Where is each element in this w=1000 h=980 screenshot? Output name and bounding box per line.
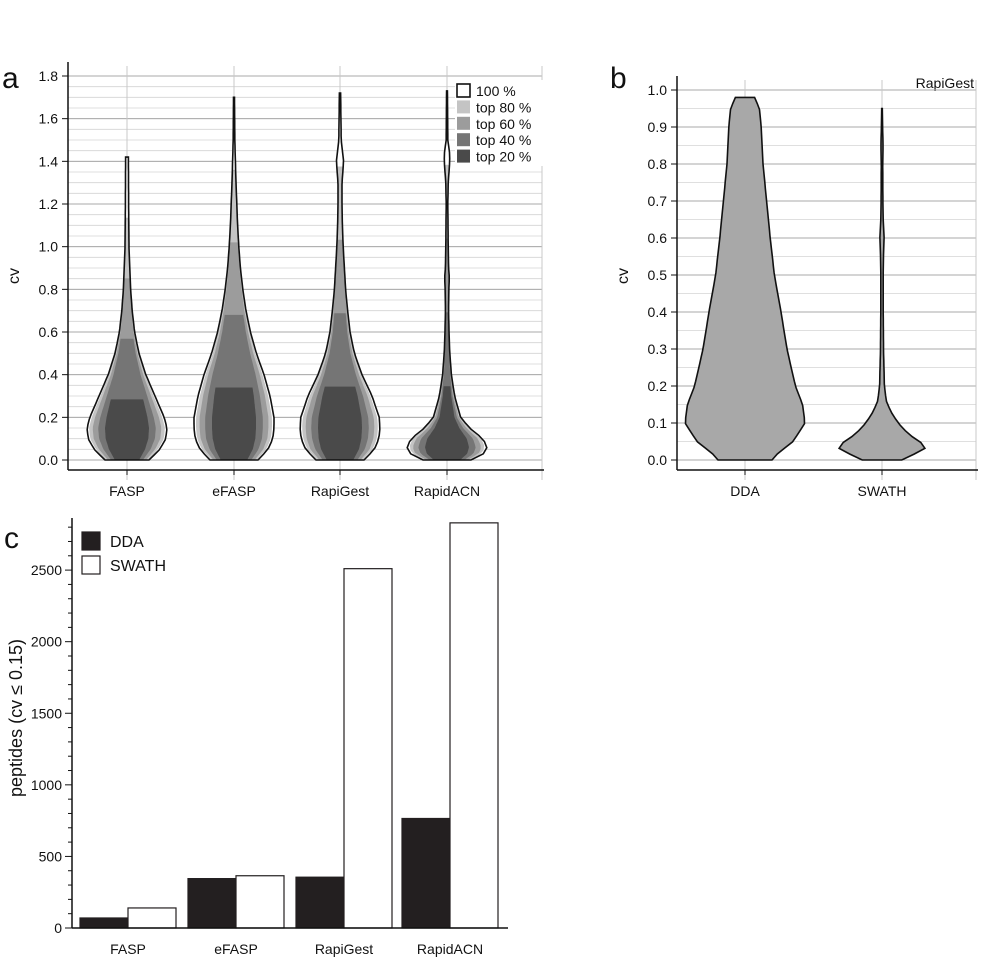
legend-swatch	[457, 149, 470, 163]
y-tick-label: 1000	[31, 777, 62, 793]
y-tick-label: 0.4	[648, 304, 668, 320]
y-tick-label: 0.6	[39, 324, 59, 340]
y-tick-label: 0.4	[39, 367, 59, 383]
legend-label: top 20 %	[476, 149, 531, 165]
y-tick-label: 0.9	[648, 119, 668, 135]
legend-label: top 60 %	[476, 116, 531, 132]
violin-layer	[425, 386, 469, 460]
y-tick-label: 0.5	[648, 267, 668, 283]
violin-layer	[318, 386, 362, 460]
y-tick-label: 0.1	[648, 415, 668, 431]
violin-dda	[684, 96, 806, 461]
bar-swath-rapidacn	[449, 522, 499, 929]
bar-dda-rapigest	[295, 876, 345, 929]
violin-outline	[837, 107, 927, 461]
x-tick-label: FASP	[109, 483, 145, 499]
y-tick-label: 1.2	[39, 196, 59, 212]
legend-label: SWATH	[110, 558, 166, 575]
legend-label: top 40 %	[476, 132, 531, 148]
violin-outline	[684, 96, 806, 461]
y-tick-label: 1.4	[39, 153, 59, 169]
bar-dda-rapidacn	[401, 817, 451, 929]
panel-a-violin-chart: a cv FASP eFASP RapiGest RapidACN 0.0 0.2 0.4 0…	[2, 62, 547, 499]
y-tick-label: 0.3	[648, 341, 668, 357]
violin-outline	[406, 90, 488, 461]
x-tick-label: RapidACN	[414, 483, 480, 499]
violin-rapidacn	[406, 90, 488, 461]
violin-layer	[212, 387, 256, 460]
bar-dda-efasp	[187, 878, 237, 929]
panel-a-legend: 100 %top 80 %top 60 %top 40 %top 20 %	[455, 80, 547, 166]
x-tick-label: SWATH	[858, 483, 907, 499]
y-tick-label: 0.8	[39, 281, 59, 297]
panel-c-legend: DDA SWATH	[81, 531, 166, 575]
legend-swatch	[81, 531, 101, 551]
panel-c-y-axis-label: peptides (cv ≤ 0.15)	[6, 639, 26, 797]
x-tick-label: eFASP	[212, 483, 256, 499]
y-tick-label: 1.6	[39, 111, 59, 127]
violin-efasp	[193, 96, 275, 461]
panel-c-letter: c	[4, 522, 19, 555]
bar-dda-fasp	[79, 917, 129, 929]
x-tick-label: RapiGest	[311, 483, 369, 499]
panel-b-violin-chart: b cv RapiGest DDA SWATH 0.0 0.1 0.2 0.3 0.4 0.5…	[610, 62, 978, 499]
violin-swath	[837, 107, 927, 461]
x-tick-label: FASP	[110, 941, 146, 957]
bar-swath-rapigest	[343, 568, 393, 929]
y-tick-label: 0.8	[648, 156, 668, 172]
x-tick-label: eFASP	[214, 941, 258, 957]
x-tick-label: RapidACN	[417, 941, 483, 957]
y-tick-label: 0.0	[648, 452, 668, 468]
y-tick-label: 2500	[31, 562, 62, 578]
violin-fasp	[86, 156, 168, 461]
legend-label: top 80 %	[476, 99, 531, 115]
y-tick-label: 1.0	[39, 239, 59, 255]
legend-swatch	[81, 555, 101, 575]
legend-label: DDA	[110, 534, 144, 551]
bar-swath-fasp	[127, 907, 177, 929]
panel-c-bar-chart: c peptides (cv ≤ 0.15) 0 500 1000 1500 2000 2…	[4, 518, 508, 957]
legend-swatch	[456, 83, 471, 98]
y-tick-label: 0.6	[648, 230, 668, 246]
y-tick-label: 0	[54, 920, 62, 936]
panel-a-letter: a	[2, 62, 19, 95]
legend-label: 100 %	[476, 83, 516, 99]
bar-swath-efasp	[235, 875, 285, 929]
violin-rapigest	[299, 92, 381, 461]
violin-outline	[193, 96, 275, 461]
violin-outline	[299, 92, 381, 461]
violin-outline	[86, 156, 168, 461]
x-tick-label: RapiGest	[315, 941, 373, 957]
y-tick-label: 0.7	[648, 193, 668, 209]
panel-b-letter: b	[610, 62, 627, 95]
violin-layer	[105, 399, 149, 460]
y-tick-label: 0.0	[39, 452, 59, 468]
legend-swatch	[457, 133, 470, 147]
y-tick-label: 1.0	[648, 82, 668, 98]
x-tick-label: DDA	[730, 483, 760, 499]
y-tick-label: 0.2	[39, 409, 59, 425]
y-tick-label: 0.2	[648, 378, 668, 394]
panel-b-title: RapiGest	[916, 75, 974, 91]
y-tick-label: 2000	[31, 634, 62, 650]
panel-b-y-axis-label: cv	[615, 268, 632, 284]
legend-swatch	[457, 116, 470, 130]
legend-swatch	[457, 100, 470, 114]
y-tick-label: 500	[39, 848, 63, 864]
y-tick-label: 1500	[31, 705, 62, 721]
panel-a-y-axis-label: cv	[6, 268, 23, 284]
y-tick-label: 1.8	[39, 68, 59, 84]
